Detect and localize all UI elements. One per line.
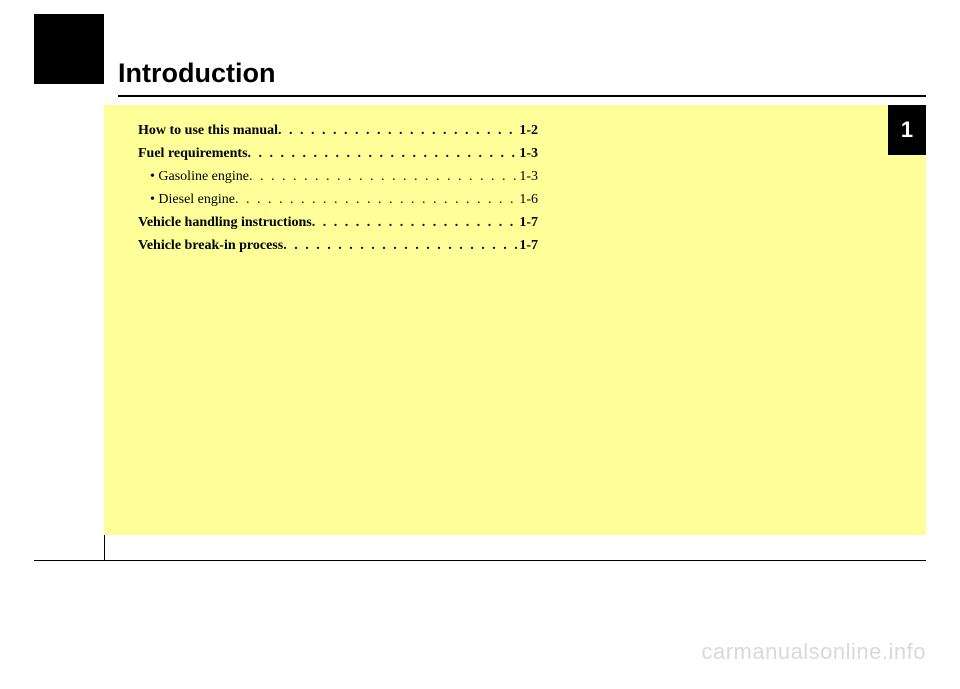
toc-page: 1-7 [517, 235, 538, 256]
toc-dots: . . . . . . . . . . . . . . . . . . . . … [278, 120, 517, 141]
chapter-tab: 1 [888, 105, 926, 155]
toc-label: Vehicle break-in process [138, 235, 283, 256]
toc-label: How to use this manual [138, 120, 278, 141]
toc-label: Vehicle handling instructions [138, 212, 312, 233]
toc-entry: • Gasoline engine . . . . . . . . . . . … [138, 166, 538, 187]
toc-entry: How to use this manual . . . . . . . . .… [138, 120, 538, 141]
toc-label: Fuel requirements [138, 143, 248, 164]
toc-label: • Gasoline engine [150, 166, 249, 187]
toc-dots: . . . . . . . . . . . . . . . . . . . . … [248, 143, 518, 164]
toc-entry: Vehicle handling instructions . . . . . … [138, 212, 538, 233]
toc-page: 1-6 [517, 189, 538, 210]
toc-entry: • Diesel engine . . . . . . . . . . . . … [138, 189, 538, 210]
toc-page: 1-7 [517, 212, 538, 233]
footer-divider [34, 560, 926, 561]
toc-page: 1-3 [517, 143, 538, 164]
toc-page: 1-2 [517, 120, 538, 141]
manual-page: Introduction 1 How to use this manual . … [0, 0, 960, 689]
toc-page: 1-3 [517, 166, 538, 187]
toc-entry: Fuel requirements . . . . . . . . . . . … [138, 143, 538, 164]
toc-dots: . . . . . . . . . . . . . . . . . . . . … [283, 235, 517, 256]
toc-entry: Vehicle break-in process . . . . . . . .… [138, 235, 538, 256]
table-of-contents: How to use this manual . . . . . . . . .… [138, 120, 538, 258]
corner-block [34, 14, 104, 84]
toc-dots: . . . . . . . . . . . . . . . . . . . . … [235, 189, 517, 210]
toc-label: • Diesel engine [150, 189, 235, 210]
vertical-divider [104, 535, 105, 560]
page-title: Introduction [118, 58, 926, 89]
watermark: carmanualsonline.info [701, 639, 926, 665]
toc-dots: . . . . . . . . . . . . . . . . . . . . … [312, 212, 518, 233]
toc-dots: . . . . . . . . . . . . . . . . . . . . … [249, 166, 517, 187]
header: Introduction [118, 58, 926, 97]
